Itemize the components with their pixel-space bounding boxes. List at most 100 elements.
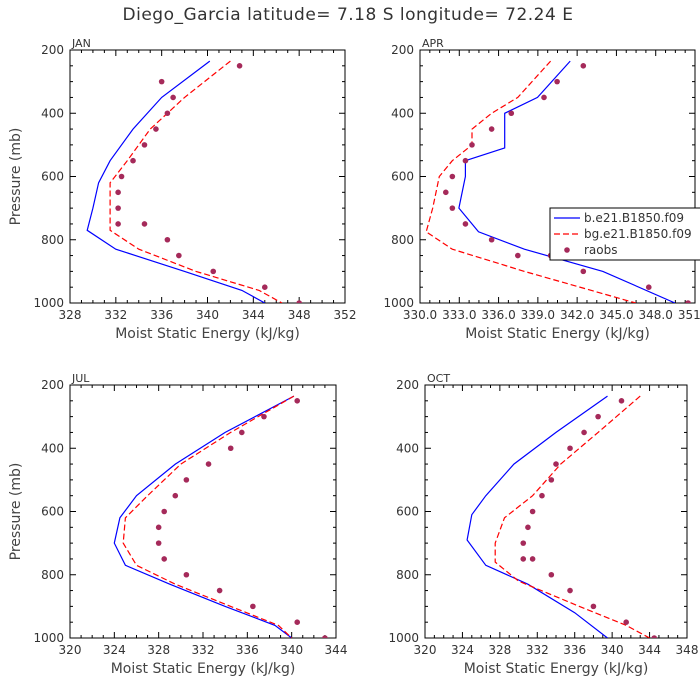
x-tick-label: 339.0 xyxy=(521,308,555,322)
y-tick-label: 600 xyxy=(41,170,64,184)
x-tick-label: 328 xyxy=(147,643,170,657)
panel-label: JUL xyxy=(71,372,90,385)
raob-point xyxy=(520,540,527,546)
raob-point xyxy=(548,571,555,578)
plot-frame xyxy=(69,49,346,304)
raob-point xyxy=(161,508,168,515)
raob-point xyxy=(488,236,495,243)
x-tick-label: 336.0 xyxy=(481,308,515,322)
raob-point xyxy=(183,571,190,578)
x-tick-label: 348 xyxy=(288,308,311,322)
raob-point xyxy=(296,300,302,303)
x-tick-label: 344 xyxy=(325,643,348,657)
raob-point xyxy=(462,157,469,164)
x-tick-label: 336 xyxy=(563,643,586,657)
raob-point xyxy=(520,556,527,562)
raob-point xyxy=(580,268,587,275)
y-axis-label: Pressure (mb) xyxy=(8,128,24,226)
x-tick-label: 344 xyxy=(242,308,265,322)
x-tick-label: 328 xyxy=(59,308,82,322)
raob-point xyxy=(172,492,179,499)
y-tick-label: 1000 xyxy=(388,631,419,645)
x-tick-label: 348 xyxy=(676,643,699,657)
raob-point xyxy=(158,78,165,85)
legend-marker xyxy=(564,247,570,253)
legend-label: bg.e21.B1850.f09 xyxy=(584,227,692,241)
raob-point xyxy=(541,94,547,101)
x-tick-label: 340 xyxy=(196,308,219,322)
y-tick-label: 800 xyxy=(396,568,419,582)
y-tick-label: 400 xyxy=(41,106,64,120)
y-tick-label: 600 xyxy=(391,170,414,184)
panel-jan: JAN 328 332 336 340 344 348 352 200 400 600 800 1000… xyxy=(8,37,356,342)
raob-point xyxy=(488,126,495,132)
series-group xyxy=(425,60,691,303)
y-tick-label: 400 xyxy=(396,441,419,455)
raob-point xyxy=(115,189,121,196)
series-line-dashed xyxy=(122,395,295,638)
x-tick-label: 344 xyxy=(638,643,661,657)
raob-point xyxy=(581,429,587,436)
raob-point xyxy=(153,126,159,132)
y-axis-label: Pressure (mb) xyxy=(8,463,24,561)
raob-point xyxy=(567,587,573,594)
raob-point xyxy=(539,492,545,499)
x-tick-label: 333.0 xyxy=(442,308,476,322)
raob-point xyxy=(580,63,587,69)
raob-point xyxy=(205,461,212,467)
series-line-dashed xyxy=(109,60,283,303)
series-line-solid xyxy=(86,60,266,303)
x-tick-label: 340 xyxy=(280,643,303,657)
x-tick-label: 351.0 xyxy=(678,308,700,322)
y-tick-label: 400 xyxy=(391,106,414,120)
raob-point xyxy=(595,413,601,420)
y-tick-label: 200 xyxy=(41,378,64,392)
chart-panels: JAN 328 332 336 340 344 348 352 200 400 600 800 1000… xyxy=(8,37,700,677)
raob-point xyxy=(130,157,136,164)
raob-point xyxy=(141,221,148,227)
raob-point xyxy=(515,252,521,259)
raob-point xyxy=(294,398,301,404)
raob-point xyxy=(161,556,168,562)
x-tick-label: 336 xyxy=(236,643,259,657)
x-tick-label: 320 xyxy=(59,643,82,657)
x-axis-label: Moist Static Energy (kJ/kg) xyxy=(465,326,650,342)
y-tick-label: 1000 xyxy=(33,296,64,310)
y-tick-label: 200 xyxy=(391,43,414,57)
figure-title: Diego_Garcia latitude= 7.18 S longitude=… xyxy=(123,5,574,25)
x-tick-label: 345.0 xyxy=(599,308,633,322)
series-group xyxy=(113,395,328,638)
raob-point xyxy=(115,221,121,227)
raob-point xyxy=(529,508,536,515)
x-tick-label: 328 xyxy=(488,643,511,657)
y-tick-label: 200 xyxy=(41,43,64,57)
panel-oct: OCT 320 324 328 332 336 340 344 348 200 400 600 800 1… xyxy=(388,372,698,677)
raob-point xyxy=(238,429,245,436)
raob-point xyxy=(567,445,573,452)
raob-point xyxy=(261,284,268,290)
raob-point xyxy=(449,173,456,180)
raob-point xyxy=(685,300,691,303)
raob-point xyxy=(176,252,182,259)
raob-point xyxy=(294,619,301,625)
panel-label: APR xyxy=(422,37,444,50)
y-tick-label: 1000 xyxy=(33,631,64,645)
series-line-solid xyxy=(113,395,295,638)
series-group xyxy=(466,395,658,638)
raob-point xyxy=(227,445,234,452)
x-axis-label: Moist Static Energy (kJ/kg) xyxy=(115,326,300,342)
raob-point xyxy=(645,284,652,290)
raob-point xyxy=(590,603,597,610)
panel-jul: JUL 320 324 328 332 336 340 344 200 400 600 800 1000… xyxy=(8,372,347,677)
series-line-solid xyxy=(458,60,676,303)
legend: b.e21.B1850.f09 bg.e21.B1850.f09 raobs xyxy=(549,207,700,261)
raob-point xyxy=(216,587,223,594)
plot-frame xyxy=(419,49,696,304)
raob-point xyxy=(155,540,162,546)
x-axis-label: Moist Static Energy (kJ/kg) xyxy=(464,661,649,677)
x-tick-label: 336 xyxy=(150,308,173,322)
x-tick-label: 330.0 xyxy=(403,308,437,322)
panel-label: OCT xyxy=(427,372,450,385)
raob-point xyxy=(250,603,256,610)
